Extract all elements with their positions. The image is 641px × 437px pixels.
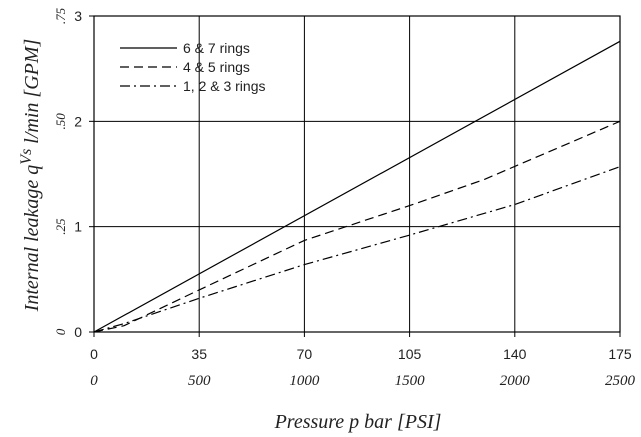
y-axis-label-sup: Vs [18,149,35,165]
legend-label-1: 6 & 7 rings [183,40,250,56]
grid-lines [89,15,621,337]
y-axis-label-rest: l/min [GPM] [21,39,43,149]
legend: 6 & 7 rings 4 & 5 rings 1, 2 & 3 rings [120,40,266,94]
y-axis-label-main: Internal leakage q [21,165,43,313]
x-axis-label: Pressure p bar [PSI] [274,411,442,433]
x-tick-bar-label: 0 [90,346,98,362]
x-tick-psi-label: 0 [90,373,98,389]
y-tick-lpm-label: 0 [74,324,82,340]
x-tick-psi-label: 1500 [395,373,426,389]
y-tick-gpm-label: .50 [53,113,68,130]
y-axis-label: Internal leakage qVs l/min [GPM] [18,39,43,313]
y-tick-gpm-label: .75 [53,7,68,24]
y-tick-lpm-label: 3 [74,8,82,24]
series-line-1 [93,40,621,333]
x-tick-psi-label: 2500 [605,373,636,389]
legend-label-2: 4 & 5 rings [183,59,250,75]
y-tick-gpm-label: .25 [53,218,68,235]
x-tick-bar-label: 175 [608,346,632,362]
y-tick-lpm-label: 2 [74,113,82,129]
plot-frame [93,15,621,333]
x-tick-psi-label: 500 [188,373,211,389]
x-tick-bar-label: 70 [297,346,313,362]
y-tick-lpm-label: 1 [74,219,82,235]
x-tick-bar-label: 35 [191,346,207,362]
x-tick-psi-label: 1000 [289,373,320,389]
series-layer [93,40,621,333]
x-tick-bar-label: 140 [503,346,527,362]
y-tick-gpm-label: 0 [53,328,68,335]
series-line-3 [93,166,621,333]
tick-labels: 0035500701000105150014020001752500001.25… [53,7,636,389]
series-line-2 [93,120,621,333]
x-tick-psi-label: 2000 [500,373,531,389]
x-tick-bar-label: 105 [398,346,422,362]
legend-label-3: 1, 2 & 3 rings [183,78,266,94]
